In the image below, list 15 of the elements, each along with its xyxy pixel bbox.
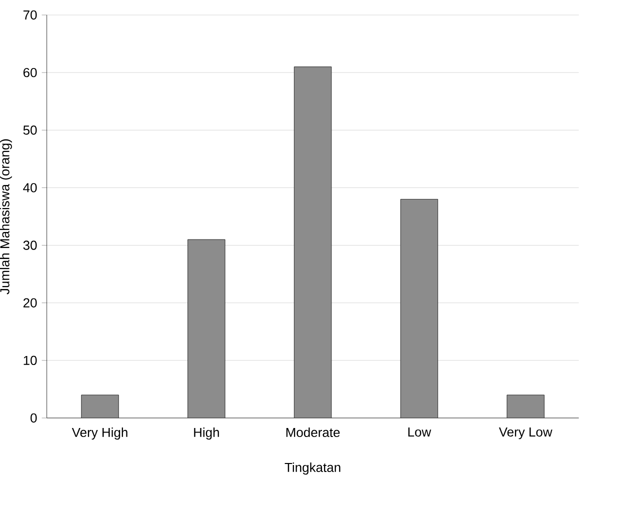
y-tick-label: 50 [23,126,37,135]
y-tick-label: 30 [23,240,37,250]
x-tick-label: Low [408,428,432,437]
y-tick-label: 20 [23,298,37,308]
y-tick-label: 60 [23,68,37,78]
x-tick-label: Moderate [286,428,340,438]
x-axis-title: Tingkatan [284,462,340,475]
y-tick-label: 40 [23,183,37,192]
x-tick-label: Very Low [498,428,552,440]
x-tick-label: High [194,428,219,440]
y-tick-label: 10 [24,356,37,366]
y-axis-title: Jumlah Mahasiswa (orang) [0,139,12,294]
x-tick-label: Very High [72,428,128,440]
y-tick-label: 70 [23,10,37,20]
y-tick-label: 0 [30,413,37,423]
